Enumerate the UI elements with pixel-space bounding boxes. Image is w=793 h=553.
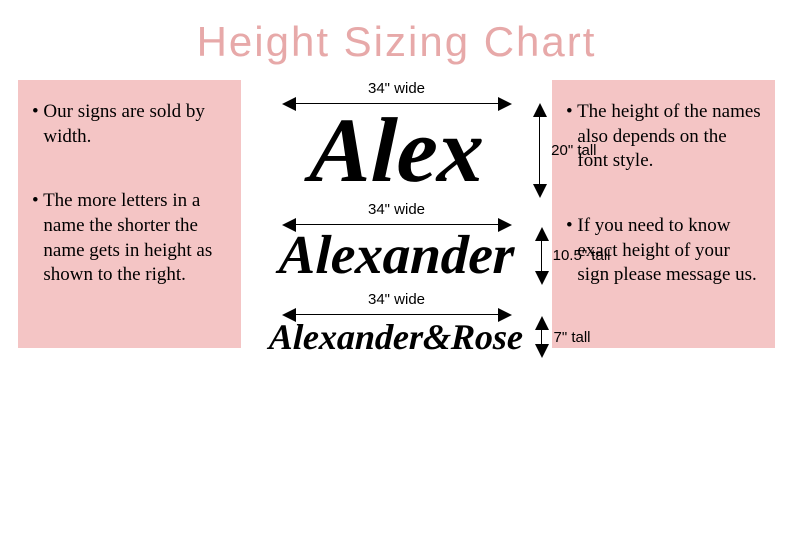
- name-script-text: Alex: [308, 111, 484, 189]
- name-script-text: Alexander: [278, 232, 515, 279]
- left-info-panel: Our signs are sold by width. The more le…: [18, 80, 241, 348]
- height-label: 10.5" tall: [553, 247, 611, 264]
- name-script-text: Alexander&Rose: [269, 322, 524, 353]
- width-label: 34" wide: [368, 291, 425, 308]
- height-dimension: 20" tall: [533, 103, 596, 198]
- name-row: Alex 20" tall: [247, 111, 547, 189]
- info-point: Our signs are sold by width.: [32, 100, 227, 149]
- height-arrow-icon: [535, 227, 549, 285]
- width-label: 34" wide: [368, 201, 425, 218]
- width-label: 34" wide: [368, 80, 425, 97]
- examples-column: 34" wide Alex 20" tall 34" wide: [241, 80, 552, 353]
- height-arrow-icon: [535, 316, 549, 358]
- height-dimension: 10.5" tall: [535, 227, 611, 285]
- height-arrow-icon: [533, 103, 547, 198]
- height-label: 20" tall: [551, 142, 596, 159]
- height-label: 7" tall: [553, 329, 590, 346]
- info-point: The more letters in a name the shorter t…: [32, 189, 227, 288]
- sizing-example: 34" wide Alex 20" tall: [247, 80, 547, 189]
- height-dimension: 7" tall: [535, 316, 590, 358]
- sizing-example: 34" wide Alexander&Rose 7" tall: [247, 291, 547, 353]
- sizing-example: 34" wide Alexander 10.5" tall: [247, 201, 547, 279]
- content-columns: Our signs are sold by width. The more le…: [0, 80, 793, 371]
- name-row: Alexander 10.5" tall: [247, 232, 547, 279]
- page-title: Height Sizing Chart: [0, 0, 793, 80]
- name-row: Alexander&Rose 7" tall: [247, 322, 547, 353]
